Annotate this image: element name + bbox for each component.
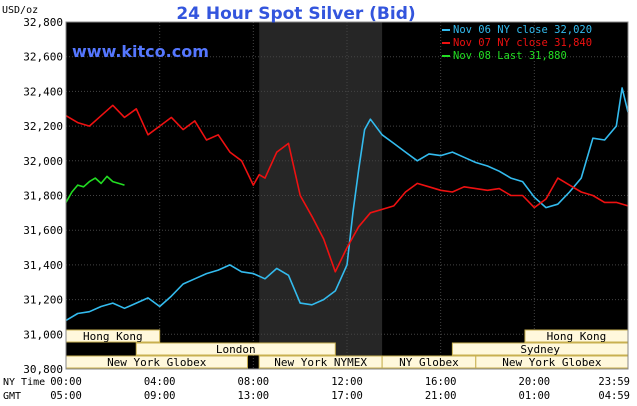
- series-line-2: [65, 175, 125, 203]
- y-tick-label: 31,200: [23, 294, 63, 307]
- unit-label: USD/oz: [2, 5, 38, 16]
- x-tick-label-gmt: 09:00: [144, 390, 176, 402]
- legend-entry: Nov 08 Last 31,880: [453, 50, 567, 62]
- price-lines: [65, 87, 629, 322]
- y-tick-label: 30,800: [23, 363, 63, 376]
- x-tick-label-ny: 08:00: [238, 376, 270, 388]
- x-tick-label-gmt: 21:00: [425, 390, 457, 402]
- session-label: London: [216, 343, 256, 356]
- y-tick-label: 32,000: [23, 155, 63, 168]
- y-tick-label: 32,200: [23, 120, 63, 133]
- x-tick-label-gmt: 17:00: [331, 390, 363, 402]
- x-tick-label-ny: 20:00: [519, 376, 551, 388]
- date-label: November 08, 2012 02:06: [448, 11, 593, 23]
- gmt-label: GMT: [3, 391, 21, 402]
- session-label: New York Globex: [502, 356, 602, 369]
- y-tick-label: 31,400: [23, 259, 63, 272]
- x-axis-labels: 00:00 05:00 04:00 09:00 08:00 13:00 12:00 17:00…: [50, 376, 630, 402]
- y-tick-label: 32,600: [23, 51, 63, 64]
- ny-time-label: NY Time: [3, 377, 45, 388]
- y-tick-label: 31,000: [23, 328, 63, 341]
- y-tick-label: 32,800: [23, 16, 63, 29]
- session-label: New York NYMEX: [274, 356, 367, 369]
- x-tick-label-gmt: 13:00: [238, 390, 270, 402]
- session-label: NY Globex: [399, 356, 459, 369]
- x-tick-label-ny: 04:00: [144, 376, 176, 388]
- session-label: Hong Kong: [83, 330, 143, 343]
- x-tick-label-ny: 23:59: [598, 376, 630, 388]
- x-tick-label-ny: 16:00: [425, 376, 457, 388]
- x-tick-label-ny: 12:00: [331, 376, 363, 388]
- legend-entry: Nov 06 NY close 32,020: [453, 24, 592, 36]
- y-tick-label: 32,400: [23, 85, 63, 98]
- legend-entry: Nov 07 NY close 31,840: [453, 37, 592, 49]
- x-tick-label-gmt: 01:00: [519, 390, 551, 402]
- session-label: Hong Kong: [547, 330, 607, 343]
- plot-frame: [65, 21, 629, 370]
- y-tick-label: 31,800: [23, 190, 63, 203]
- session-label: New York Globex: [107, 356, 207, 369]
- session-label: Sydney: [520, 343, 560, 356]
- x-tick-label-gmt: 05:00: [50, 390, 82, 402]
- chart-title: 24 Hour Spot Silver (Bid): [176, 4, 415, 24]
- site-watermark: www.kitco.com: [72, 42, 209, 61]
- y-axis-labels: 30,800 31,000 31,200 31,400 31,600 31,800 32,0…: [23, 16, 63, 376]
- x-tick-label-ny: 00:00: [50, 376, 82, 388]
- y-tick-label: 31,600: [23, 224, 63, 237]
- series-line-1: [65, 104, 629, 273]
- x-tick-label-gmt: 04:59: [598, 390, 630, 402]
- session-bar: [135, 342, 336, 356]
